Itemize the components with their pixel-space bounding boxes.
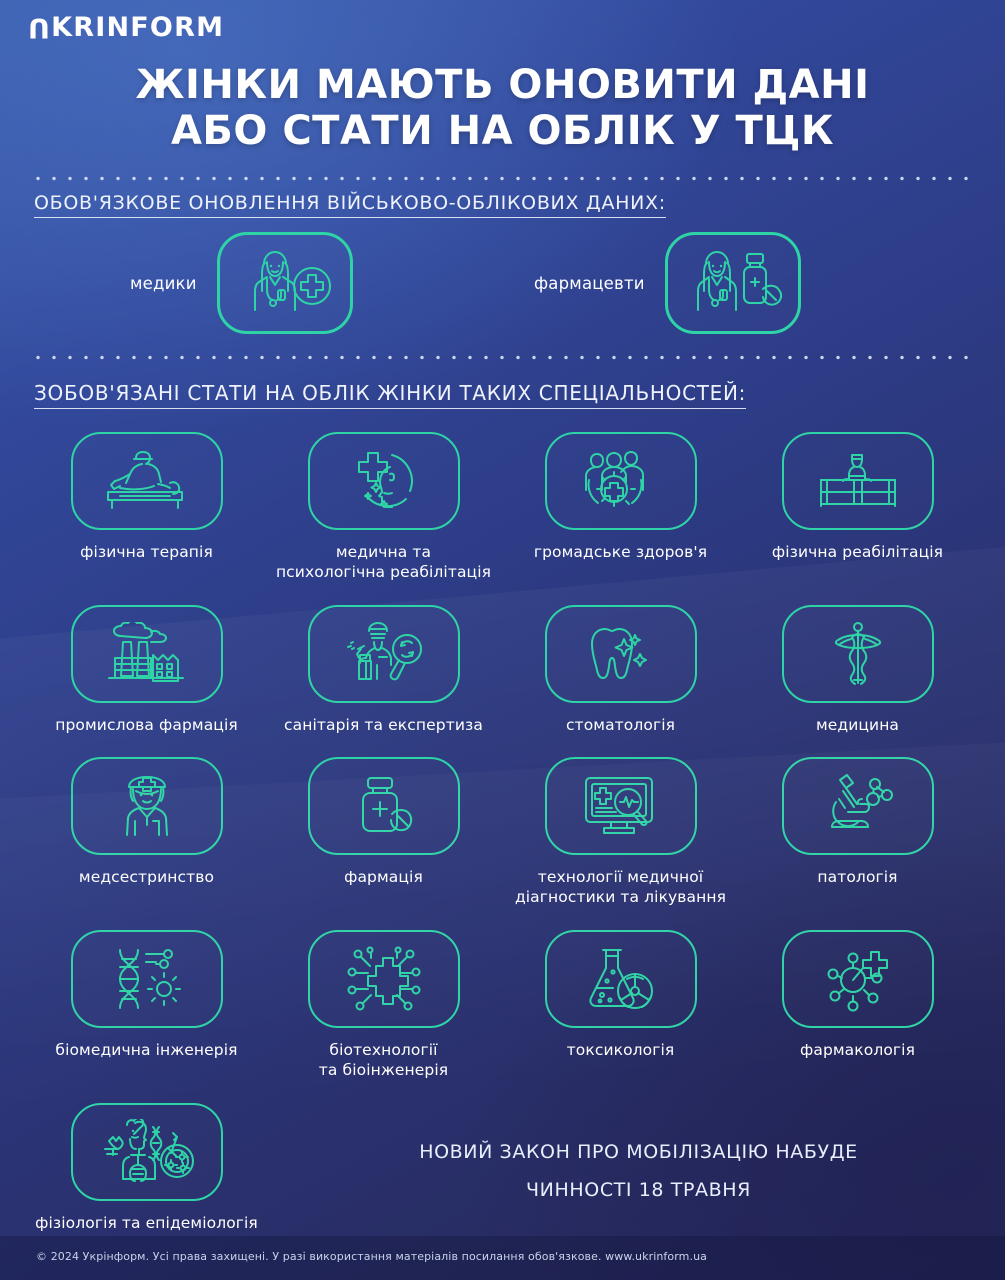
- specialty-label: токсикологія: [566, 1041, 675, 1060]
- specialty-item-medical-diagnostics-tech: технології медичної діагностики та лікува…: [502, 757, 739, 908]
- circuit-cross-icon: [347, 946, 420, 1011]
- dotted-divider-middle: [30, 355, 977, 360]
- specialty-icon-box: [70, 432, 223, 530]
- specialty-row: біомедична інженерія: [28, 930, 978, 1081]
- sanitation-sprayer-magnifier-icon: [346, 621, 422, 681]
- factory-icon: [107, 621, 184, 682]
- specialty-icon-box: [307, 432, 460, 530]
- specialty-label: технології медичної діагностики та лікува…: [514, 868, 727, 907]
- parallel-bars-walking-icon: [819, 454, 896, 507]
- physiology-epidemiology-icon: [103, 1118, 194, 1182]
- molecule-cross-icon: [827, 951, 888, 1012]
- flask-radiation-icon: [588, 949, 653, 1010]
- specialty-label: патологія: [817, 868, 898, 887]
- microscope-molecule-icon: [830, 774, 893, 829]
- specialty-icon-box: [544, 930, 697, 1029]
- specialty-label: стоматологія: [565, 715, 676, 734]
- specialty-label: громадське здоров'я: [533, 543, 708, 561]
- caduceus-icon: [834, 621, 881, 685]
- specialty-row: промислова фармація: [28, 604, 978, 736]
- specialty-item-public-health: громадське здоров'я: [502, 432, 739, 583]
- specialty-label: біомедична інженерія: [55, 1041, 238, 1060]
- profession-group-pharmacists: фармацевти: [534, 232, 801, 334]
- profession-icon-box-medics: [216, 232, 353, 334]
- specialty-item-dentistry: стоматологія: [502, 604, 739, 736]
- specialty-label: медсестринство: [78, 868, 215, 887]
- logo-wordmark: KRINFORM: [51, 12, 225, 43]
- specialty-label: санітарія та експертиза: [284, 715, 483, 734]
- female-pharmacist-bottle-icon: [696, 251, 782, 311]
- specialty-label: фізіологія та епідеміологія: [35, 1213, 258, 1232]
- note-line-1: НОВИЙ ЗАКОН ПРО МОБІЛІЗАЦІЮ НАБУДЕ: [419, 1140, 858, 1163]
- specialty-icon-box: [307, 930, 460, 1029]
- specialty-icon-box: [544, 604, 697, 703]
- section-heading-must-register: ЗОБОВ'ЯЗАНІ СТАТИ НА ОБЛІК ЖІНКИ ТАКИХ С…: [34, 381, 747, 409]
- specialty-item-physiology-epidemiology: фізіологія та епідеміологія: [28, 1102, 265, 1234]
- specialty-icon-box: [781, 757, 934, 856]
- specialty-item-pharmacology: фармакологія: [739, 930, 976, 1081]
- specialty-icon-box: [70, 604, 223, 703]
- monitor-diagnostics-icon: [584, 777, 653, 835]
- specialty-icon-box: [781, 604, 934, 703]
- specialty-row: фізична терапія меди: [28, 432, 978, 583]
- specialty-label: фізична реабілітація: [771, 543, 944, 561]
- specialty-item-medical-psych-rehab: медична та психологічна реабілітація: [265, 432, 502, 583]
- copyright-text: © 2024 Укрінформ. Усі права захищені. У …: [36, 1250, 707, 1263]
- specialty-icon-box: [307, 604, 460, 703]
- specialty-icon-box: [781, 930, 934, 1029]
- specialty-icon-box: [544, 432, 697, 530]
- specialty-icon-box: [307, 757, 460, 856]
- page-title: ЖІНКИ МАЮТЬ ОНОВИТИ ДАНІ АБО СТАТИ НА ОБ…: [0, 62, 1005, 155]
- ukrinform-logo: UKRINFORM: [28, 12, 225, 43]
- dna-gear-icon: [118, 949, 181, 1010]
- dotted-divider-top: [30, 176, 977, 181]
- head-cross-rehab-icon: [357, 452, 413, 508]
- law-effective-note: НОВИЙ ЗАКОН ПРО МОБІЛІЗАЦІЮ НАБУДЕ ЧИННО…: [265, 1103, 978, 1209]
- specialty-item-industrial-pharmacy: промислова фармація: [28, 604, 265, 736]
- specialty-item-nursing: медсестринство: [28, 757, 265, 908]
- specialty-row-last: фізіологія та епідеміологія НОВИЙ ЗАКОН …: [28, 1102, 978, 1234]
- footer-bar: [0, 1236, 1005, 1280]
- profession-icon-box-pharmacists: [664, 232, 801, 334]
- specialty-icon-box: [70, 930, 223, 1029]
- specialty-label: біотехнології та біоінженерія: [318, 1041, 449, 1079]
- specialty-icon-box: [70, 757, 223, 856]
- profession-group-medics: медики: [130, 232, 353, 334]
- female-doctor-cross-icon: [253, 251, 331, 311]
- massage-therapy-icon: [106, 451, 183, 509]
- logo-u-glyph: U: [28, 12, 52, 43]
- specialty-item-medicine: медицина: [739, 604, 976, 736]
- people-gear-cross-icon: [584, 451, 644, 507]
- specialty-icon-box: [781, 432, 934, 530]
- specialty-item-sanitation-expertise: санітарія та експертиза: [265, 604, 502, 736]
- tooth-sparkle-icon: [590, 627, 647, 679]
- specialty-item-pathology: патологія: [739, 757, 976, 908]
- specialty-icon-box: [70, 1102, 223, 1201]
- specialty-label: фармакологія: [800, 1041, 915, 1060]
- specialty-label: фармація: [344, 868, 423, 887]
- note-line-2: ЧИННОСТІ 18 ТРАВНЯ: [526, 1178, 751, 1201]
- specialty-item-toxicology: токсикологія: [502, 930, 739, 1081]
- profession-label-pharmacists: фармацевти: [534, 273, 645, 293]
- specialty-item-biomedical-engineering: біомедична інженерія: [28, 930, 265, 1081]
- specialty-item-biotech-bioengineering: біотехнології та біоінженерія: [265, 930, 502, 1081]
- specialty-item-physical-therapy: фізична терапія: [28, 432, 265, 583]
- specialty-icon-box: [544, 757, 697, 856]
- specialty-item-physical-rehabilitation: фізична реабілітація: [739, 432, 976, 583]
- specialty-row: медсестринство фармація: [28, 757, 978, 908]
- medicine-bottle-pill-icon: [361, 777, 412, 833]
- specialty-label: медична та психологічна реабілітація: [275, 543, 492, 581]
- title-line-1: ЖІНКИ МАЮТЬ ОНОВИТИ ДАНІ: [135, 62, 870, 108]
- specialty-label: медицина: [815, 715, 900, 734]
- specialty-grid: фізична терапія меди: [28, 432, 978, 1234]
- title-line-2: АБО СТАТИ НА ОБЛІК У ТЦК: [170, 108, 835, 155]
- profession-label-medics: медики: [130, 273, 197, 293]
- section-heading-mandatory-update: ОБОВ'ЯЗКОВЕ ОНОВЛЕННЯ ВІЙСЬКОВО-ОБЛІКОВИ…: [34, 192, 666, 218]
- specialty-label: фізична терапія: [80, 543, 213, 561]
- specialty-item-pharmacy: фармація: [265, 757, 502, 908]
- nurse-icon: [125, 776, 168, 837]
- specialty-label: промислова фармація: [55, 715, 238, 734]
